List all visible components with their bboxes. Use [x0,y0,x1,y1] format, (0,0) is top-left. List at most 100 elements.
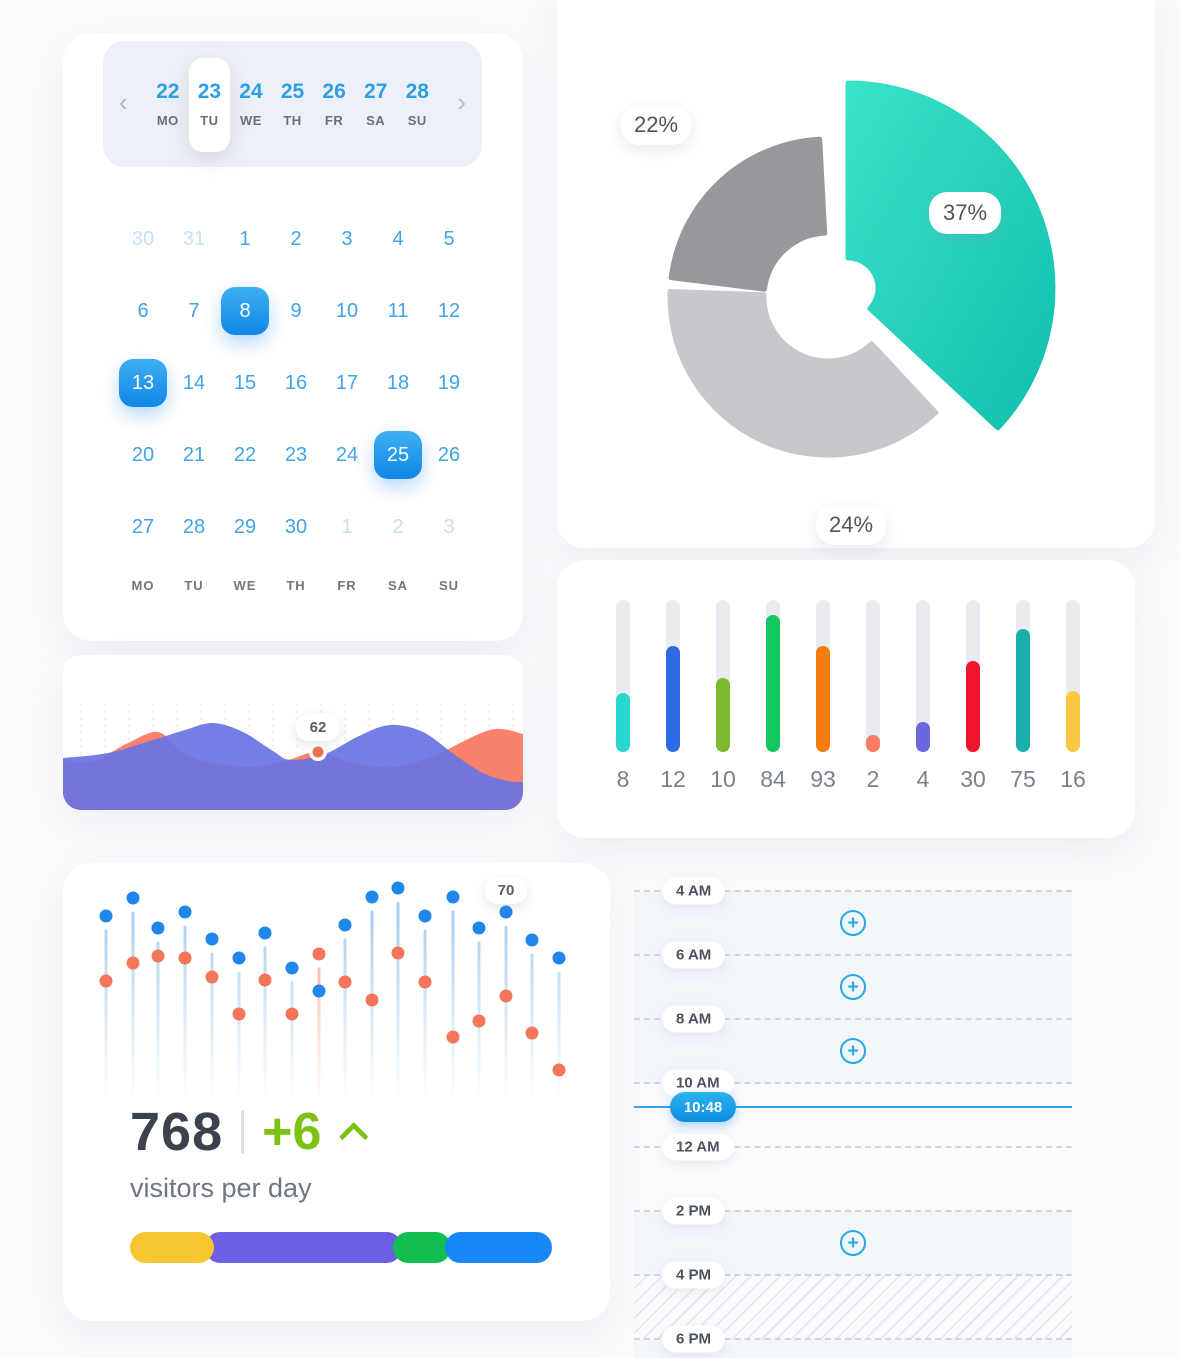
scatter-dot-orange[interactable] [285,1007,299,1021]
calendar-day[interactable]: 31 [182,227,206,250]
scatter-dot-blue[interactable] [151,921,165,935]
scatter-dot-orange[interactable] [312,947,326,961]
calendar-day[interactable]: 9 [290,299,302,322]
scatter-dot-orange[interactable] [126,956,140,970]
scatter-dot-orange[interactable] [391,946,405,960]
calendar-day[interactable]: 3 [341,227,353,250]
slider-fill[interactable] [616,693,630,752]
slider-track[interactable] [616,600,630,752]
week-day[interactable]: 22 MO [147,70,189,138]
slider-track[interactable] [1066,600,1080,752]
slider-track[interactable] [766,600,780,752]
slider-track[interactable] [666,600,680,752]
slider-fill[interactable] [766,615,780,752]
add-event-button[interactable]: + [840,910,866,936]
calendar-day[interactable]: 30 [284,515,308,538]
scatter-dot-orange[interactable] [205,970,219,984]
slider-fill[interactable] [1016,629,1030,752]
slider-fill[interactable] [916,722,930,752]
calendar-day[interactable]: 27 [131,515,155,538]
scatter-dot-blue[interactable] [472,921,486,935]
slider-track[interactable] [716,600,730,752]
scatter-dot-blue[interactable] [126,891,140,905]
calendar-day[interactable]: 6 [137,299,149,322]
scatter-dot-blue[interactable] [232,951,246,965]
calendar-day[interactable]: 10 [335,299,359,322]
calendar-day[interactable]: 2 [392,515,404,538]
scatter-dot-orange[interactable] [472,1014,486,1028]
scatter-dot-orange[interactable] [178,951,192,965]
scatter-dot-orange[interactable] [99,974,113,988]
slider-track[interactable] [1016,600,1030,752]
calendar-day[interactable]: 26 [437,443,461,466]
calendar-day[interactable]: 3 [443,515,455,538]
week-day[interactable]: 25 TH [272,70,314,138]
calendar-day[interactable]: 11 [387,299,409,322]
scatter-dot-blue[interactable] [365,890,379,904]
scatter-dot-blue[interactable] [258,926,272,940]
scatter-dot-orange[interactable] [552,1063,566,1077]
scatter-dot-orange[interactable] [499,989,513,1003]
scatter-dot-orange[interactable] [151,949,165,963]
slider-fill[interactable] [816,646,830,752]
slider-track[interactable] [816,600,830,752]
calendar-day[interactable]: 22 [233,443,257,466]
add-event-button[interactable]: + [840,974,866,1000]
calendar-day[interactable]: 19 [437,371,461,394]
slider-track[interactable] [916,600,930,752]
slider-fill[interactable] [666,646,680,752]
scatter-dot-blue[interactable] [178,905,192,919]
calendar-day[interactable]: 15 [233,371,257,394]
donut-segment-teal[interactable] [845,80,1056,431]
scatter-dot-blue[interactable] [338,918,352,932]
scatter-dot-blue[interactable] [446,890,460,904]
calendar-day[interactable]: 8 [220,281,271,341]
scatter-dot-blue[interactable] [99,909,113,923]
calendar-day[interactable]: 30 [131,227,155,250]
scatter-dot-blue[interactable] [391,881,405,895]
calendar-day[interactable]: 23 [284,443,308,466]
week-day[interactable]: 24 WE [230,70,272,138]
scatter-dot-blue[interactable] [525,933,539,947]
scatter-dot-orange[interactable] [525,1026,539,1040]
calendar-day[interactable]: 25 [373,425,424,485]
slider-fill[interactable] [966,661,980,752]
slider-fill[interactable] [866,735,880,752]
week-day[interactable]: 28 SU [396,70,438,138]
calendar-day[interactable]: 29 [233,515,257,538]
donut-segment-light-gray[interactable] [667,289,939,458]
calendar-day[interactable]: 24 [335,443,359,466]
calendar-day[interactable]: 18 [386,371,410,394]
calendar-day[interactable]: 7 [188,299,200,322]
scatter-dot-orange[interactable] [338,975,352,989]
donut-segment-dark-gray[interactable] [668,136,828,292]
slider-fill[interactable] [716,678,730,752]
calendar-day[interactable]: 13 [118,353,169,413]
scatter-dot-blue[interactable] [499,905,513,919]
chevron-left-icon[interactable]: ‹ [119,86,128,117]
scatter-dot-orange[interactable] [446,1030,460,1044]
calendar-day[interactable]: 1 [239,227,251,250]
scatter-dot-orange[interactable] [418,975,432,989]
scatter-dot-orange[interactable] [258,973,272,987]
calendar-day[interactable]: 14 [182,371,206,394]
slider-fill[interactable] [1066,691,1080,752]
calendar-day[interactable]: 5 [443,227,455,250]
scatter-dot-blue[interactable] [312,984,326,998]
calendar-day[interactable]: 28 [182,515,206,538]
calendar-day[interactable]: 1 [341,515,353,538]
calendar-day[interactable]: 17 [335,371,359,394]
add-event-button[interactable]: + [840,1230,866,1256]
scatter-dot-orange[interactable] [365,993,379,1007]
scatter-dot-blue[interactable] [205,932,219,946]
scatter-dot-blue[interactable] [418,909,432,923]
add-event-button[interactable]: + [840,1038,866,1064]
week-day[interactable]: 26 FR [313,70,355,138]
slider-track[interactable] [966,600,980,752]
calendar-day[interactable]: 20 [131,443,155,466]
calendar-day[interactable]: 21 [182,443,206,466]
week-day[interactable]: 27 SA [355,70,397,138]
scatter-dot-blue[interactable] [285,961,299,975]
chevron-right-icon[interactable]: › [457,86,466,117]
calendar-day[interactable]: 16 [284,371,308,394]
